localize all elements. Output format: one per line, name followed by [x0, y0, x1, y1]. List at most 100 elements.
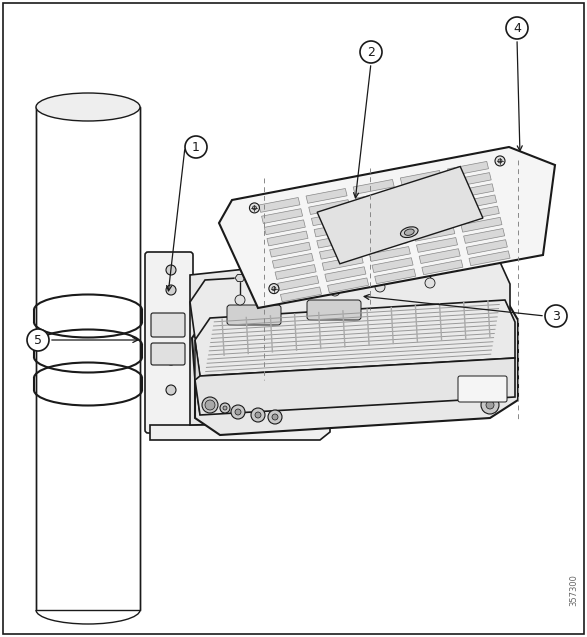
- Polygon shape: [461, 217, 502, 232]
- Circle shape: [280, 290, 290, 300]
- Polygon shape: [364, 224, 405, 239]
- Polygon shape: [411, 215, 452, 230]
- Polygon shape: [319, 245, 360, 259]
- Polygon shape: [369, 247, 410, 261]
- Polygon shape: [400, 171, 441, 185]
- FancyBboxPatch shape: [151, 313, 185, 337]
- Polygon shape: [375, 269, 416, 283]
- FancyBboxPatch shape: [458, 376, 507, 402]
- Polygon shape: [190, 262, 510, 338]
- Circle shape: [498, 159, 502, 163]
- Circle shape: [251, 408, 265, 422]
- Polygon shape: [359, 202, 400, 217]
- Polygon shape: [469, 251, 510, 266]
- Circle shape: [272, 287, 276, 290]
- Circle shape: [255, 412, 261, 418]
- FancyBboxPatch shape: [151, 343, 185, 365]
- Polygon shape: [419, 248, 460, 264]
- Polygon shape: [275, 264, 316, 280]
- Polygon shape: [414, 226, 455, 241]
- Polygon shape: [195, 300, 515, 376]
- Polygon shape: [456, 195, 497, 210]
- Polygon shape: [409, 204, 450, 218]
- Polygon shape: [262, 209, 303, 224]
- Circle shape: [223, 406, 227, 410]
- Polygon shape: [375, 262, 385, 268]
- Ellipse shape: [404, 229, 414, 235]
- Polygon shape: [264, 220, 305, 234]
- Circle shape: [268, 410, 282, 424]
- Circle shape: [185, 136, 207, 158]
- Polygon shape: [325, 267, 366, 282]
- Polygon shape: [280, 269, 290, 276]
- Circle shape: [545, 305, 567, 327]
- Text: 5: 5: [34, 334, 42, 347]
- Ellipse shape: [36, 93, 140, 121]
- Polygon shape: [372, 258, 413, 273]
- Polygon shape: [450, 173, 491, 187]
- Circle shape: [269, 283, 279, 294]
- Circle shape: [249, 203, 259, 213]
- Polygon shape: [267, 231, 308, 246]
- Circle shape: [330, 286, 340, 296]
- Circle shape: [166, 385, 176, 395]
- Polygon shape: [403, 182, 444, 196]
- Circle shape: [360, 41, 382, 63]
- Circle shape: [202, 397, 218, 413]
- Circle shape: [166, 285, 176, 295]
- Circle shape: [425, 278, 435, 288]
- Polygon shape: [309, 199, 350, 215]
- Circle shape: [506, 17, 528, 39]
- Polygon shape: [330, 266, 340, 273]
- Text: 357300: 357300: [569, 574, 579, 606]
- Circle shape: [220, 403, 230, 413]
- Polygon shape: [269, 242, 311, 257]
- Polygon shape: [272, 254, 313, 268]
- Polygon shape: [190, 260, 330, 425]
- Polygon shape: [322, 255, 363, 270]
- Polygon shape: [458, 206, 500, 221]
- Polygon shape: [259, 197, 300, 212]
- Polygon shape: [406, 193, 447, 208]
- Circle shape: [231, 405, 245, 419]
- Polygon shape: [464, 229, 505, 243]
- Circle shape: [272, 414, 278, 420]
- Polygon shape: [306, 189, 347, 203]
- Bar: [36, 107, 140, 610]
- Polygon shape: [422, 260, 463, 275]
- Circle shape: [166, 355, 176, 365]
- Polygon shape: [356, 190, 397, 206]
- Polygon shape: [195, 340, 200, 415]
- Polygon shape: [317, 166, 483, 264]
- Circle shape: [375, 282, 385, 292]
- Polygon shape: [361, 213, 402, 228]
- Polygon shape: [235, 275, 245, 282]
- FancyBboxPatch shape: [145, 252, 193, 433]
- Polygon shape: [150, 422, 330, 440]
- Polygon shape: [447, 161, 488, 176]
- Polygon shape: [367, 235, 408, 250]
- Polygon shape: [466, 240, 507, 255]
- Polygon shape: [317, 233, 358, 248]
- Polygon shape: [328, 278, 369, 293]
- Text: 1: 1: [192, 141, 200, 154]
- Circle shape: [252, 206, 257, 210]
- Circle shape: [27, 329, 49, 351]
- Polygon shape: [353, 180, 394, 194]
- Polygon shape: [417, 238, 457, 252]
- FancyBboxPatch shape: [227, 305, 281, 325]
- Circle shape: [235, 409, 241, 415]
- Text: 2: 2: [367, 45, 375, 59]
- Text: 4: 4: [513, 22, 521, 34]
- Circle shape: [486, 401, 494, 409]
- Circle shape: [235, 295, 245, 305]
- Polygon shape: [312, 211, 352, 225]
- Polygon shape: [281, 287, 322, 302]
- Circle shape: [481, 396, 499, 414]
- Polygon shape: [219, 147, 555, 308]
- Polygon shape: [192, 298, 518, 435]
- FancyBboxPatch shape: [307, 300, 361, 320]
- Ellipse shape: [400, 227, 418, 238]
- Text: 3: 3: [552, 310, 560, 322]
- Polygon shape: [278, 276, 319, 290]
